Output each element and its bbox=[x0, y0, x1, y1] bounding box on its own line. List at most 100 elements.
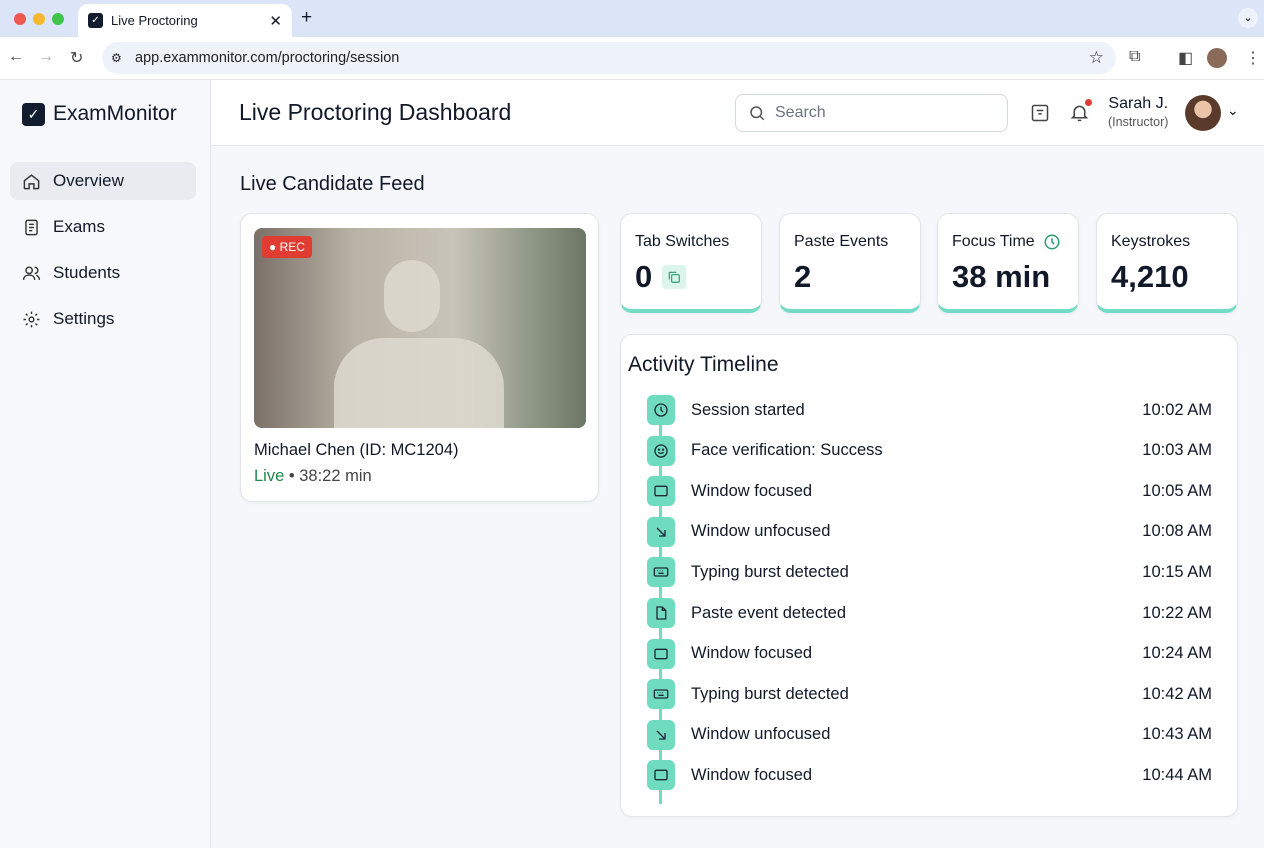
timeline-event: Window unfocused 10:08 AM bbox=[628, 516, 1212, 547]
users-icon bbox=[22, 265, 41, 280]
search-input[interactable]: Search bbox=[735, 94, 1008, 132]
extensions-icon[interactable]: ⧉ bbox=[1129, 48, 1141, 65]
maximize-window-button[interactable] bbox=[52, 13, 64, 25]
profile-avatar-icon[interactable] bbox=[1207, 48, 1227, 68]
browser-tab-bar: ✓ Live Proctoring ✕ + ⌄ bbox=[0, 0, 1264, 37]
sidebar-item-settings[interactable]: Settings bbox=[10, 300, 196, 338]
bell-icon[interactable] bbox=[1069, 102, 1090, 123]
sidebar-item-overview[interactable]: Overview bbox=[10, 162, 196, 200]
candidate-silhouette-body bbox=[334, 338, 504, 428]
search-placeholder: Search bbox=[775, 104, 826, 121]
stat-keystrokes: Keystrokes 4,210 bbox=[1096, 213, 1238, 313]
event-label: Window unfocused bbox=[691, 725, 831, 744]
sidebar-item-exams[interactable]: Exams bbox=[10, 208, 196, 246]
event-label: Window focused bbox=[691, 765, 813, 784]
stat-value: 4,210 bbox=[1111, 259, 1189, 294]
site-settings-icon[interactable]: ⚙ bbox=[111, 51, 122, 65]
event-label: Typing burst detected bbox=[691, 562, 849, 581]
stat-value: 38 min bbox=[952, 259, 1051, 294]
candidate-silhouette bbox=[384, 260, 440, 332]
sidebar-item-students[interactable]: Students bbox=[10, 254, 196, 292]
page-header: Live Proctoring Dashboard Search Sarah J… bbox=[211, 80, 1264, 146]
stat-label: Paste Events bbox=[794, 233, 889, 250]
event-time: 10:03 AM bbox=[1142, 441, 1212, 460]
inbox-icon[interactable] bbox=[1030, 103, 1050, 123]
event-label: Typing burst detected bbox=[691, 684, 849, 703]
new-tab-icon[interactable]: + bbox=[301, 7, 313, 28]
stat-value: 2 bbox=[794, 259, 812, 294]
session-duration: 38:22 min bbox=[299, 467, 372, 485]
home-icon bbox=[23, 173, 40, 189]
forward-icon[interactable]: → bbox=[38, 48, 54, 65]
event-time: 10:05 AM bbox=[1142, 481, 1212, 500]
event-label: Paste event detected bbox=[691, 603, 847, 622]
copy-icon bbox=[662, 265, 687, 289]
clock-icon bbox=[647, 395, 675, 425]
keyboard-icon bbox=[647, 557, 675, 588]
timeline-event: Window unfocused 10:43 AM bbox=[628, 719, 1212, 750]
event-label: Window focused bbox=[691, 644, 813, 663]
notification-dot bbox=[1085, 99, 1092, 106]
event-time: 10:08 AM bbox=[1142, 522, 1212, 541]
url-field[interactable]: ⚙ app.exammonitor.com/proctoring/session… bbox=[102, 42, 1116, 74]
timeline-event: Window focused 10:44 AM bbox=[628, 760, 1212, 791]
rec-badge: ● REC bbox=[262, 236, 312, 258]
app-name: ExamMonitor bbox=[53, 102, 177, 125]
avatar[interactable] bbox=[1185, 95, 1221, 131]
event-time: 10:44 AM bbox=[1142, 765, 1212, 784]
sidebar-toggle-icon[interactable]: ◧ bbox=[1178, 50, 1194, 67]
tab-search-chevron-icon[interactable]: ⌄ bbox=[1238, 8, 1258, 28]
user-name: Sarah J. bbox=[1108, 95, 1169, 112]
sidebar-item-label: Students bbox=[53, 263, 121, 282]
sidebar-item-label: Overview bbox=[53, 171, 124, 190]
reload-icon[interactable]: ↻ bbox=[70, 50, 84, 67]
minimize-window-button[interactable] bbox=[33, 13, 45, 25]
window-icon bbox=[647, 760, 675, 791]
address-bar-row: ← → ↻ ⚙ app.exammonitor.com/proctoring/s… bbox=[0, 37, 1264, 80]
window-icon bbox=[647, 638, 675, 669]
stat-label: Focus Time bbox=[952, 233, 1035, 250]
chevron-down-icon[interactable]: ⌄ bbox=[1227, 102, 1239, 118]
app-logo[interactable]: ✓ ExamMonitor bbox=[22, 102, 177, 126]
timeline-event: Face verification: Success 10:03 AM bbox=[628, 435, 1212, 466]
logo-icon: ✓ bbox=[22, 102, 45, 126]
close-tab-icon[interactable]: ✕ bbox=[269, 12, 282, 30]
window-icon bbox=[647, 476, 675, 507]
stat-tab-switches: Tab Switches 0 bbox=[620, 213, 762, 313]
event-time: 10:24 AM bbox=[1142, 644, 1212, 663]
keyboard-icon bbox=[647, 679, 675, 710]
user-role: (Instructor) bbox=[1108, 115, 1169, 129]
event-label: Face verification: Success bbox=[691, 441, 883, 460]
candidate-feed-card: ● REC Michael Chen (ID: MC1204) Live • 3… bbox=[240, 213, 599, 502]
event-time: 10:22 AM bbox=[1142, 603, 1212, 622]
activity-timeline-card bbox=[620, 334, 1238, 817]
page-title: Live Proctoring Dashboard bbox=[239, 99, 512, 125]
timeline-event: Paste event detected 10:22 AM bbox=[628, 598, 1212, 628]
clock-icon bbox=[1044, 234, 1060, 250]
url-text: app.exammonitor.com/proctoring/session bbox=[135, 50, 400, 66]
live-status: Live bbox=[254, 467, 285, 485]
file-icon bbox=[647, 598, 675, 628]
stat-label: Keystrokes bbox=[1111, 233, 1191, 250]
candidate-name: Michael Chen (ID: MC1204) bbox=[254, 441, 459, 459]
arrow-icon bbox=[647, 719, 675, 750]
bookmark-star-icon[interactable]: ☆ bbox=[1088, 48, 1104, 67]
menu-kebab-icon[interactable]: ⋮ bbox=[1245, 50, 1261, 67]
sidebar: ✓ ExamMonitor Overview Exams Students Set… bbox=[0, 80, 211, 848]
tab-title: Live Proctoring bbox=[111, 13, 198, 28]
feed-status: Live • 38:22 min bbox=[254, 467, 372, 486]
stat-paste-events: Paste Events 2 bbox=[779, 213, 921, 313]
browser-tab[interactable]: ✓ Live Proctoring ✕ bbox=[78, 4, 292, 37]
user-info[interactable]: Sarah J. (Instructor) bbox=[1108, 95, 1168, 129]
back-icon[interactable]: ← bbox=[8, 48, 24, 65]
event-label: Session started bbox=[691, 400, 805, 419]
document-icon bbox=[25, 219, 38, 235]
timeline-event: Typing burst detected 10:15 AM bbox=[628, 557, 1212, 588]
close-window-button[interactable] bbox=[14, 13, 26, 25]
event-label: Window unfocused bbox=[691, 522, 831, 541]
video-feed[interactable]: ● REC bbox=[254, 228, 586, 428]
arrow-icon bbox=[647, 516, 675, 547]
stat-focus-time: Focus Time 38 min bbox=[937, 213, 1079, 313]
timeline-event: Typing burst detected 10:42 AM bbox=[628, 679, 1212, 710]
event-time: 10:43 AM bbox=[1142, 725, 1212, 744]
